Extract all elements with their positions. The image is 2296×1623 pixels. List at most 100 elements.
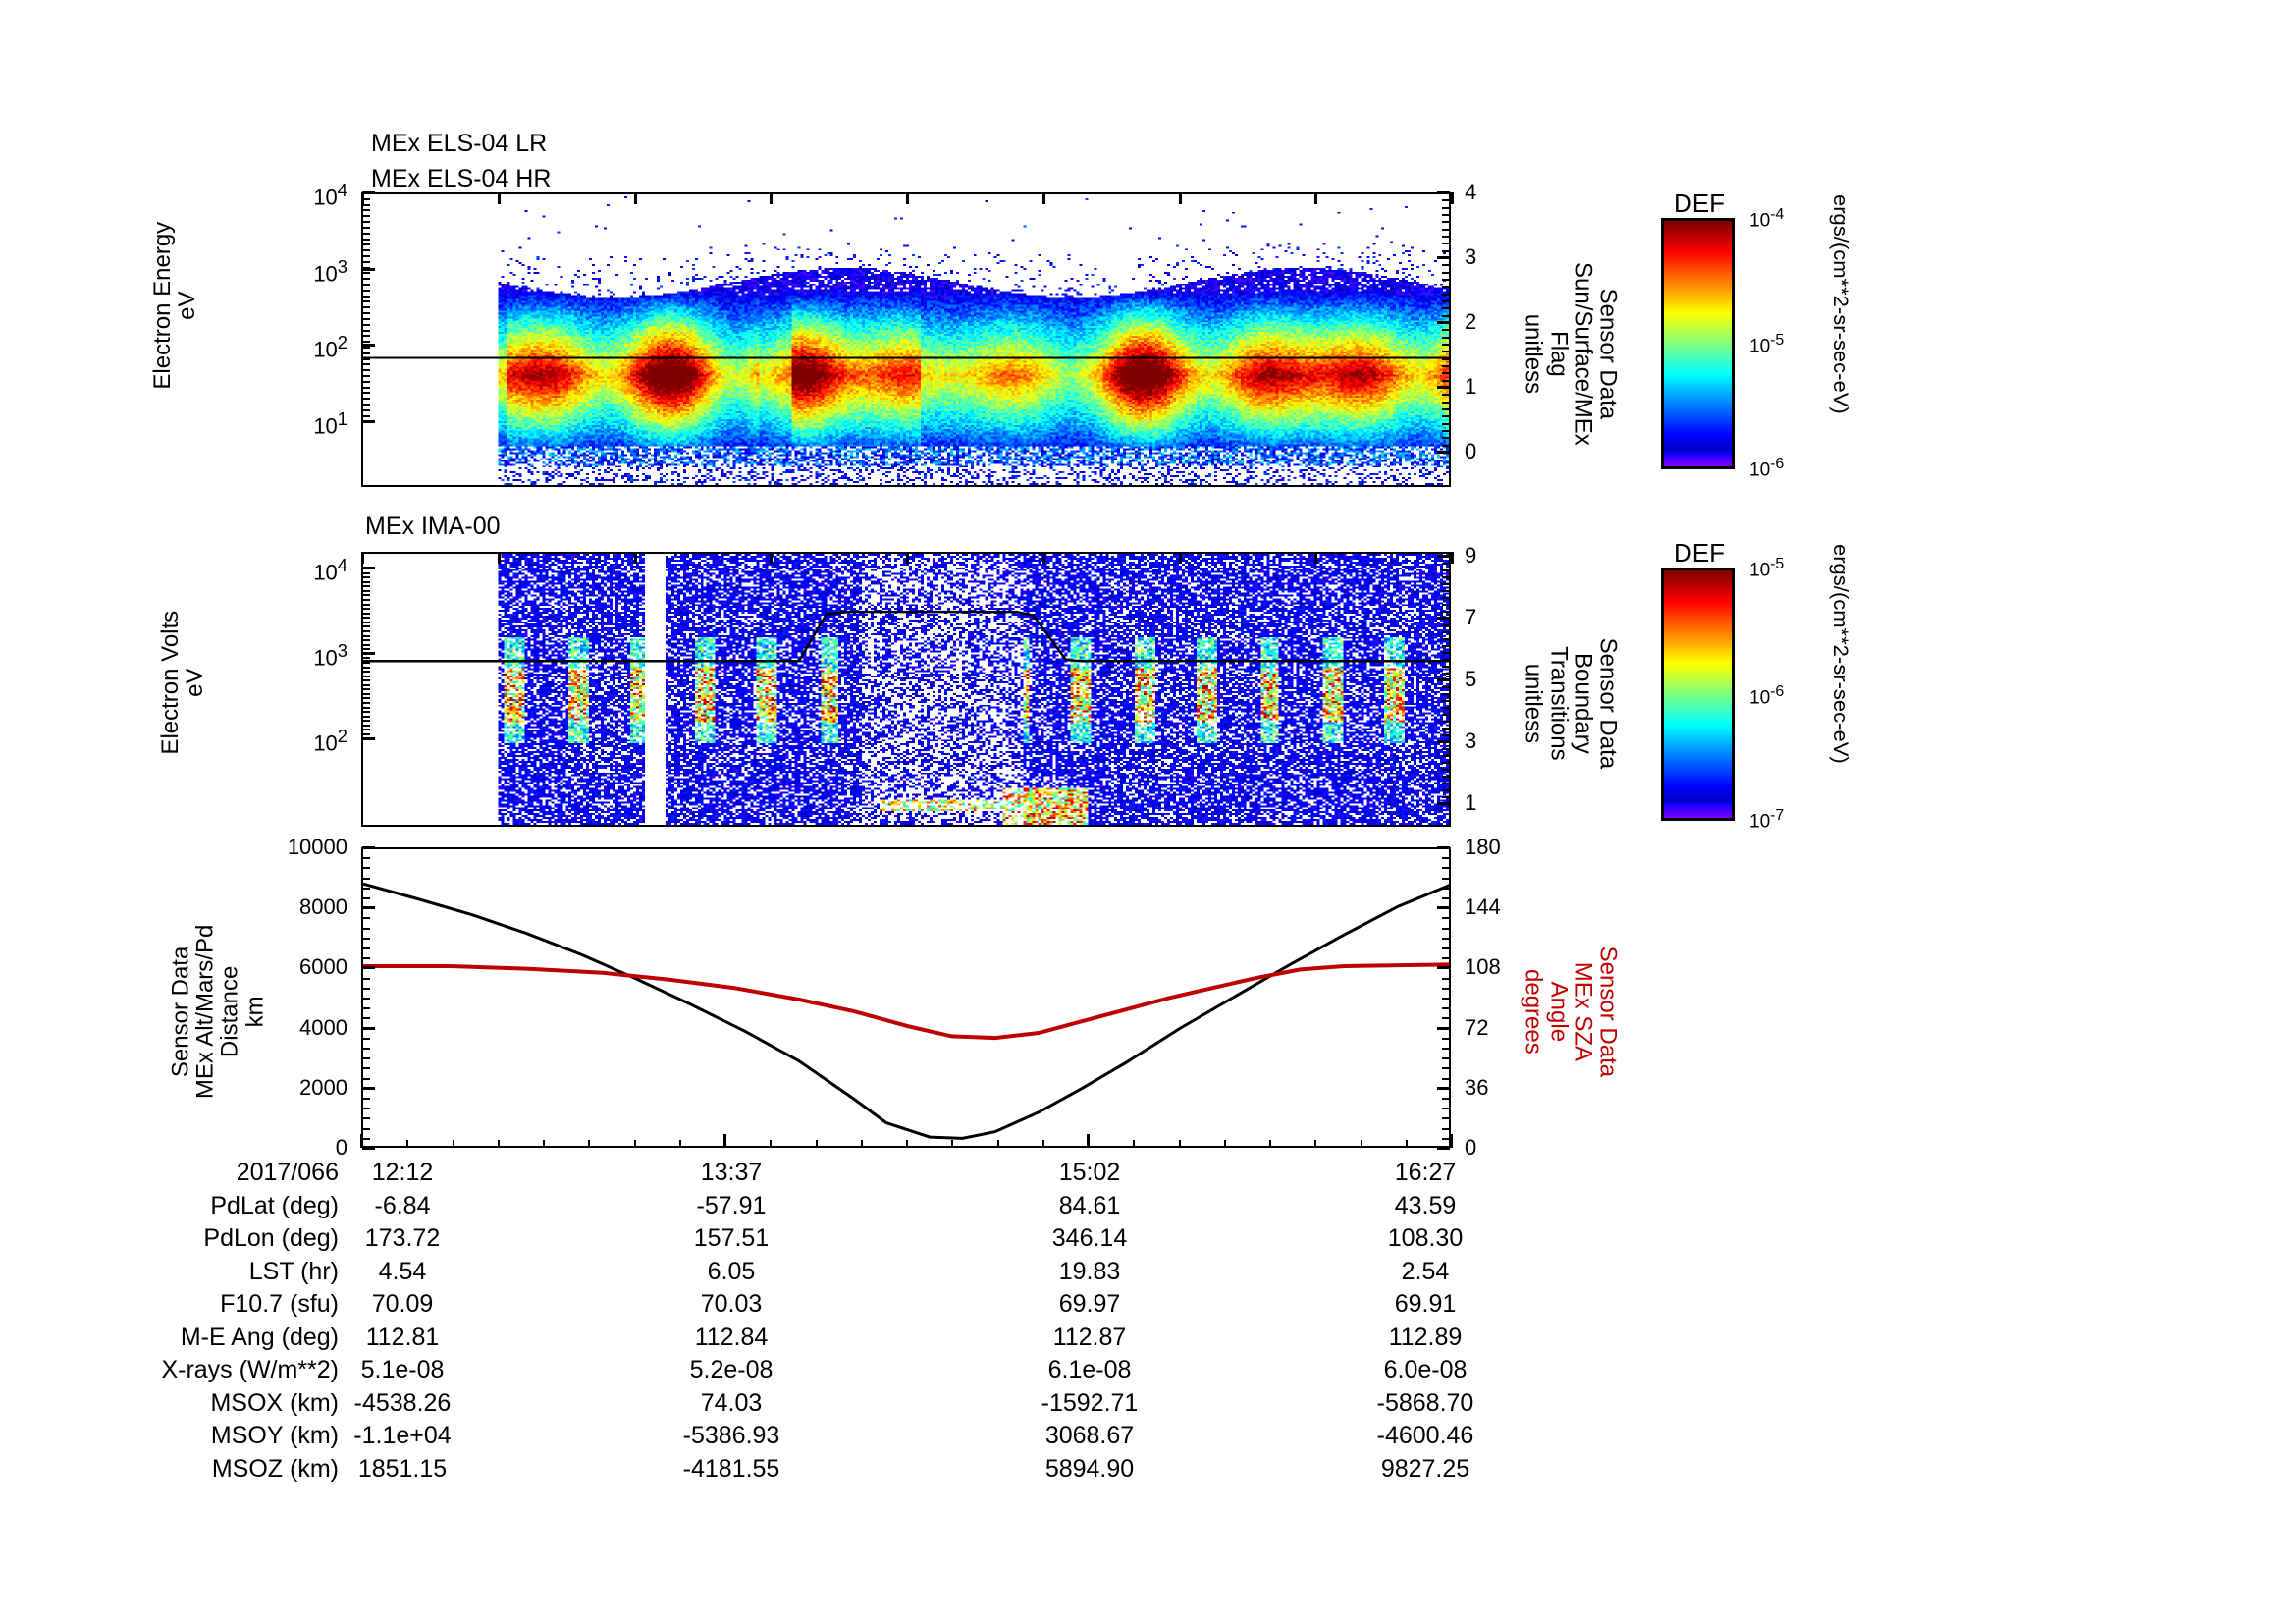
panel-x-tick xyxy=(1451,552,1454,564)
time-axis-minor-tick xyxy=(724,1140,726,1148)
table-cell-c1-r5: 112.84 xyxy=(694,1323,769,1351)
minor-tick xyxy=(1442,728,1450,730)
minor-tick xyxy=(1442,847,1450,849)
minor-tick xyxy=(1442,755,1450,757)
panel-x-tick xyxy=(1314,552,1318,564)
minor-tick xyxy=(362,671,370,674)
minor-tick xyxy=(362,341,370,344)
els-spectrogram-image xyxy=(363,194,1449,485)
minor-tick xyxy=(362,357,370,360)
minor-tick xyxy=(362,317,370,320)
minor-tick xyxy=(362,278,370,281)
minor-tick xyxy=(362,1117,370,1120)
time-axis-minor-tick xyxy=(860,1140,863,1148)
table-row-label-5: M-E Ang (deg) xyxy=(180,1323,339,1351)
minor-tick xyxy=(1442,645,1450,647)
minor-tick xyxy=(1442,444,1450,447)
minor-tick xyxy=(1442,887,1450,890)
table-cell-c1-r8: -5386.93 xyxy=(682,1422,780,1449)
panel-x-tick xyxy=(1178,552,1182,564)
ima-rtick-1: 7 xyxy=(1465,605,1477,629)
minor-tick xyxy=(362,386,370,389)
minor-tick xyxy=(362,1007,370,1010)
minor-tick xyxy=(362,706,370,709)
minor-tick xyxy=(362,380,370,383)
sza-rtick-4: 36 xyxy=(1465,1074,1489,1100)
time-axis-minor-tick xyxy=(678,1140,681,1148)
minor-tick xyxy=(362,847,370,849)
minor-tick xyxy=(1442,624,1450,626)
table-cell-c0-r8: -1.1e+04 xyxy=(353,1422,452,1449)
sza-rtick-1: 144 xyxy=(1465,894,1501,920)
minor-tick xyxy=(362,1137,370,1140)
minor-tick xyxy=(362,580,370,583)
table-cell-c0-r3: 4.54 xyxy=(378,1257,427,1285)
time-axis-minor-tick xyxy=(1451,1140,1453,1148)
els-ltick-0: 104 xyxy=(313,180,347,210)
minor-tick xyxy=(362,568,370,569)
altitude-sza-lines xyxy=(363,882,1449,1140)
alt-ltick-1: 8000 xyxy=(299,894,347,920)
minor-tick xyxy=(362,612,370,615)
minor-tick xyxy=(1442,907,1450,910)
minor-tick xyxy=(1442,1037,1450,1040)
minor-tick xyxy=(362,404,370,406)
minor-tick xyxy=(1442,257,1450,259)
minor-tick xyxy=(1442,686,1450,688)
ima-ltick-2: 102 xyxy=(313,725,347,755)
minor-tick xyxy=(362,266,370,269)
table-cell-c2-r7: -1592.71 xyxy=(1041,1388,1139,1417)
minor-tick xyxy=(362,585,370,588)
minor-tick xyxy=(1442,666,1450,668)
els-rtick-2: 2 xyxy=(1465,309,1477,334)
minor-tick xyxy=(362,295,370,298)
minor-tick xyxy=(362,720,370,723)
time-axis-minor-tick xyxy=(1041,1140,1044,1148)
minor-tick xyxy=(1442,279,1450,281)
minor-tick xyxy=(1442,415,1450,418)
sza-right-axis-label-text: Sensor Data MEx SZA Angle degrees xyxy=(1520,946,1622,1078)
major-tick xyxy=(362,344,375,347)
minor-tick xyxy=(1442,741,1450,743)
minor-tick xyxy=(362,408,370,411)
minor-tick xyxy=(362,306,370,309)
ima-spectrogram-image xyxy=(363,554,1449,825)
time-axis-minor-tick xyxy=(1314,1140,1317,1148)
minor-tick xyxy=(362,643,370,646)
minor-tick xyxy=(362,420,370,423)
table-cell-c2-r3: 19.83 xyxy=(1058,1257,1121,1285)
minor-tick xyxy=(362,867,370,870)
ima-right-axis-label: Sensor Data Boundary Transitions unitles… xyxy=(1521,556,1622,850)
minor-tick xyxy=(362,232,370,235)
minor-tick xyxy=(362,1077,370,1080)
ima-colorbar-max-label: 10-5 xyxy=(1749,556,1785,581)
sza-right-axis-label: Sensor Data MEx SZA Angle degrees xyxy=(1520,864,1622,1159)
table-cell-c2-r4: 69.97 xyxy=(1058,1290,1121,1318)
minor-tick xyxy=(362,1048,370,1050)
minor-tick xyxy=(1442,1057,1450,1060)
minor-tick xyxy=(362,977,370,980)
minor-tick xyxy=(1442,597,1450,599)
table-cell-c2-r2: 346.14 xyxy=(1051,1224,1128,1252)
minor-tick xyxy=(362,284,370,286)
panel-els-title-hr: MEx ELS-04 HR xyxy=(371,165,552,192)
minor-tick xyxy=(1442,236,1450,238)
table-cell-c3-r9: 9827.25 xyxy=(1380,1454,1470,1483)
minor-tick xyxy=(1442,1067,1450,1070)
els-ltick-3: 101 xyxy=(313,407,347,438)
minor-tick xyxy=(1442,937,1450,940)
minor-tick xyxy=(1442,322,1450,324)
minor-tick xyxy=(362,967,370,970)
ima-rtick-2: 5 xyxy=(1465,667,1477,691)
minor-tick xyxy=(1442,631,1450,633)
minor-tick xyxy=(1442,897,1450,899)
minor-tick xyxy=(1442,307,1450,310)
minor-tick xyxy=(1442,867,1450,870)
minor-tick xyxy=(362,221,370,224)
minor-tick xyxy=(362,243,370,246)
minor-tick xyxy=(362,621,370,623)
panel-x-tick xyxy=(770,192,774,204)
minor-tick xyxy=(362,957,370,960)
ima-y-axis-label: Electron Volts eV xyxy=(157,560,208,805)
minor-tick xyxy=(362,907,370,910)
